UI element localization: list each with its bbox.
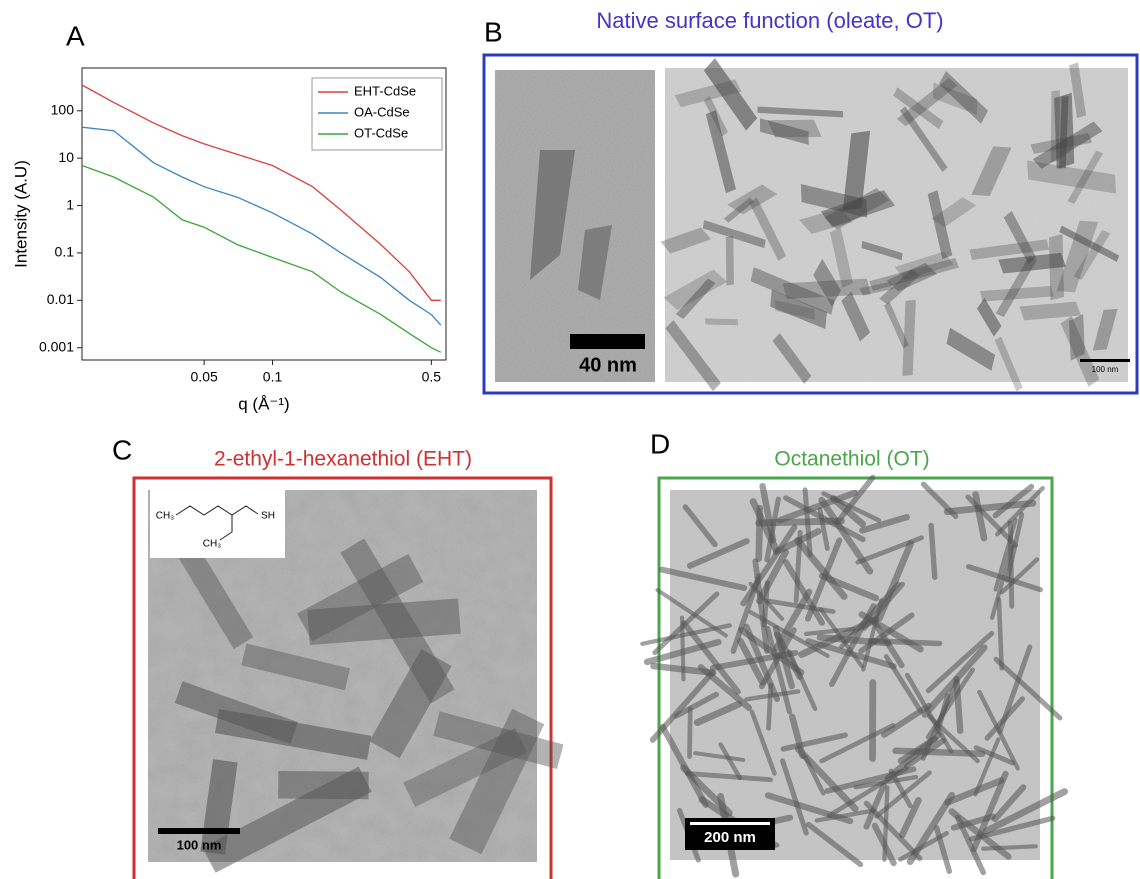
nanoribbon <box>999 599 1002 668</box>
scale-bar <box>158 828 240 834</box>
y-tick-label: 100 <box>51 101 75 117</box>
panel-label: C <box>112 434 132 465</box>
series-line <box>82 166 441 353</box>
structure-label: CH₃ <box>156 511 175 522</box>
tem-image: 100 nm <box>660 58 1130 391</box>
y-tick-label: 10 <box>58 149 74 165</box>
panel-label: A <box>66 20 85 51</box>
panel-label: D <box>650 428 670 459</box>
legend-label: OA-CdSe <box>354 104 410 119</box>
scale-label: 100 nm <box>1092 365 1119 374</box>
nanoribbon <box>983 846 1036 848</box>
tem-image: 200 nm <box>642 478 1064 874</box>
legend-label: EHT-CdSe <box>354 83 416 98</box>
tem-image: 40 nm <box>495 70 655 382</box>
scale-bar <box>570 334 645 349</box>
platelet <box>1069 314 1085 360</box>
tem-image: CH₃ SH CH₃ 100 nm <box>148 490 560 862</box>
series-line <box>82 127 441 325</box>
nanoribbon <box>759 521 842 523</box>
y-tick-label: 0.1 <box>55 244 75 260</box>
scale-label: 40 nm <box>579 354 637 376</box>
legend-label: OT-CdSe <box>354 125 408 140</box>
panel-title: Native surface function (oleate, OT) <box>596 8 943 33</box>
x-tick-label: 0.5 <box>422 369 442 385</box>
scale-label: 100 nm <box>177 837 222 852</box>
nanoribbon <box>957 679 961 731</box>
platelet <box>726 236 734 286</box>
chart: 0.001 0.01 0.1 1 10 100 0.05 0.1 0.5 q (Å⁻¹) Inten… <box>11 68 446 413</box>
y-tick-label: 0.001 <box>39 338 74 354</box>
x-axis-label: q (Å⁻¹) <box>238 394 289 413</box>
scale-bar <box>1080 359 1130 362</box>
y-tick-label: 0.01 <box>47 291 74 307</box>
x-tick-label: 0.05 <box>191 369 218 385</box>
figure: A B C D 0.001 0.01 0.1 1 10 100 0.05 0.1 0.5 q (Å… <box>0 0 1140 879</box>
structure-label: SH <box>261 511 275 522</box>
nanoribbon <box>931 525 935 577</box>
panel-title: 2-ethyl-1-hexanethiol (EHT) <box>214 448 472 471</box>
structure-label: CH₃ <box>203 539 222 550</box>
platelet <box>705 318 739 325</box>
y-tick-label: 1 <box>66 196 74 212</box>
scale-label: 200 nm <box>704 829 756 846</box>
y-axis-label: Intensity (A.U) <box>11 160 30 268</box>
nanoribbon <box>1010 523 1011 606</box>
x-tick-label: 0.1 <box>263 369 283 385</box>
panel-title: Octanethiol (OT) <box>774 448 929 471</box>
nanoribbon <box>690 709 691 757</box>
platelet <box>1051 90 1060 162</box>
panel-label: B <box>484 16 503 47</box>
scale-bar <box>690 822 770 825</box>
